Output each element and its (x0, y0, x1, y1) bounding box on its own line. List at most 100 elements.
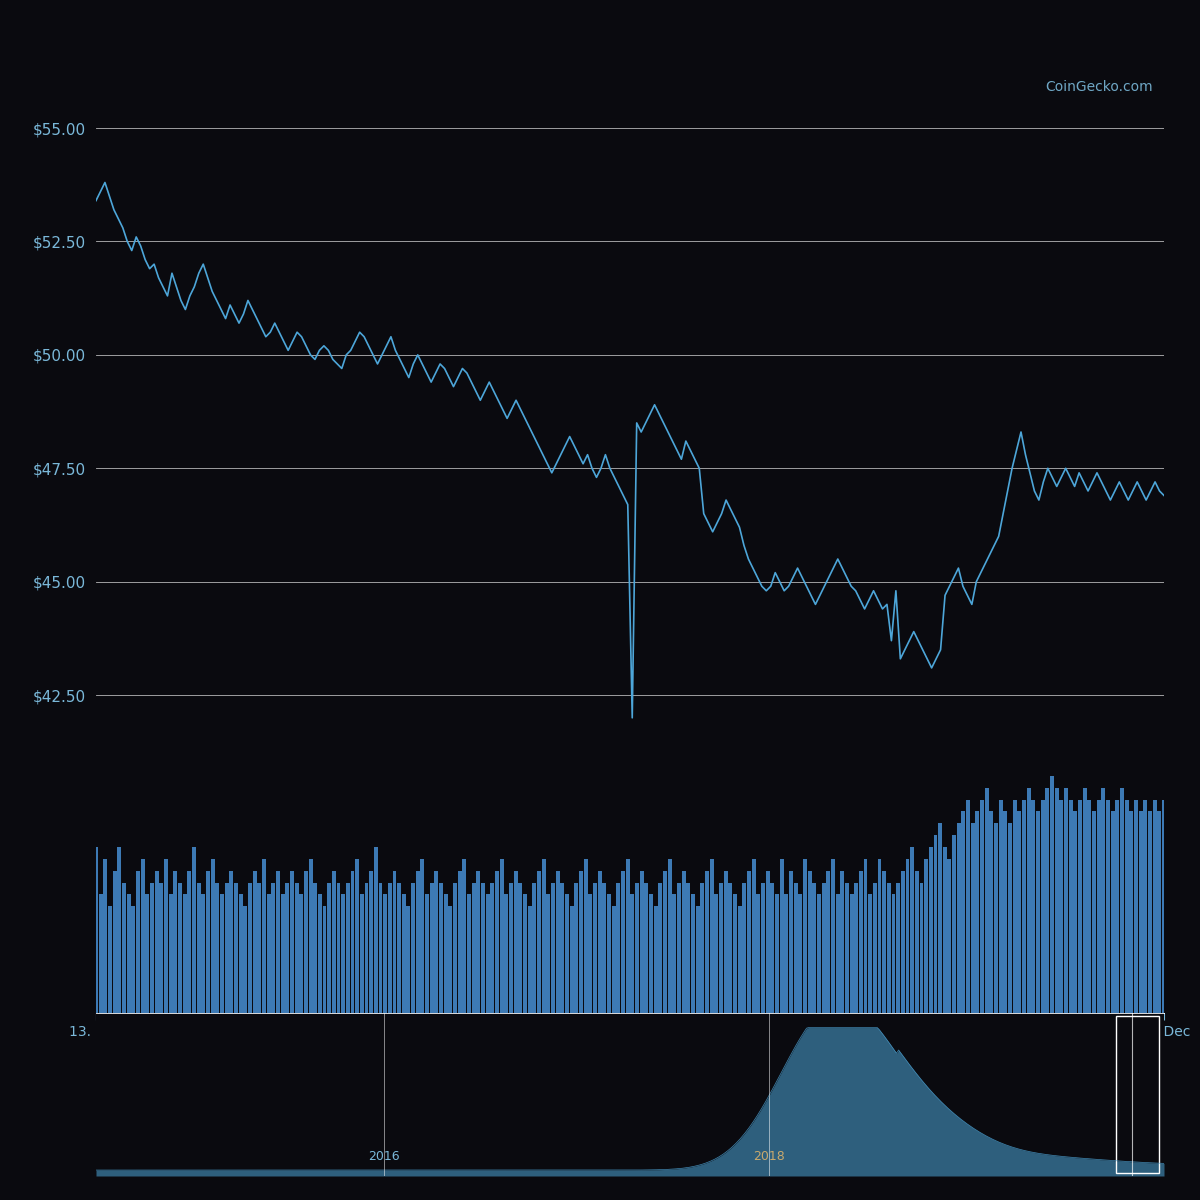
Bar (588, 894, 593, 1013)
Bar (113, 871, 116, 1013)
Bar (197, 882, 200, 1013)
Bar (1055, 788, 1058, 1013)
Bar (980, 799, 984, 1013)
Bar (556, 871, 559, 1013)
Bar (370, 871, 373, 1013)
Bar (1060, 799, 1063, 1013)
Bar (127, 894, 131, 1013)
Bar (1078, 799, 1082, 1013)
Bar (570, 906, 574, 1013)
Bar (551, 882, 556, 1013)
Bar (332, 871, 336, 1013)
Bar (1124, 799, 1129, 1013)
Bar (476, 871, 480, 1013)
Bar (439, 882, 443, 1013)
Bar (565, 894, 569, 1013)
Bar (664, 871, 667, 1013)
Bar (1027, 788, 1031, 1013)
Bar (971, 823, 974, 1013)
Bar (290, 871, 294, 1013)
Bar (877, 859, 882, 1013)
Bar (378, 882, 383, 1013)
Bar (659, 882, 662, 1013)
Bar (467, 894, 472, 1013)
Bar (360, 894, 364, 1013)
Bar (672, 894, 677, 1013)
Bar (746, 871, 751, 1013)
Bar (518, 882, 522, 1013)
Bar (229, 871, 233, 1013)
Bar (412, 882, 415, 1013)
Bar (607, 894, 611, 1013)
Text: 2018: 2018 (752, 1150, 785, 1163)
Bar (1050, 776, 1054, 1013)
Bar (1040, 799, 1045, 1013)
Bar (859, 871, 863, 1013)
Bar (514, 871, 517, 1013)
Bar (1106, 799, 1110, 1013)
Bar (728, 882, 732, 1013)
Bar (994, 823, 998, 1013)
Bar (131, 906, 136, 1013)
Bar (691, 894, 695, 1013)
Bar (709, 859, 714, 1013)
Bar (374, 847, 378, 1013)
Bar (892, 894, 895, 1013)
Bar (835, 894, 840, 1013)
Bar (1139, 811, 1142, 1013)
Bar (1162, 799, 1166, 1013)
Bar (914, 871, 919, 1013)
Bar (160, 882, 163, 1013)
Bar (533, 882, 536, 1013)
Bar (593, 882, 596, 1013)
Bar (202, 894, 205, 1013)
Bar (1045, 788, 1049, 1013)
Bar (625, 859, 630, 1013)
Bar (630, 894, 635, 1013)
Bar (308, 859, 312, 1013)
Bar (211, 859, 215, 1013)
Bar (1064, 788, 1068, 1013)
Bar (808, 871, 811, 1013)
Bar (1082, 788, 1087, 1013)
Bar (756, 894, 761, 1013)
Bar (1022, 799, 1026, 1013)
Bar (845, 882, 848, 1013)
Bar (644, 882, 648, 1013)
Bar (257, 882, 262, 1013)
Bar (943, 847, 947, 1013)
Bar (872, 882, 877, 1013)
Bar (1032, 799, 1036, 1013)
Bar (770, 882, 774, 1013)
Bar (998, 799, 1003, 1013)
Bar (598, 871, 601, 1013)
Bar (910, 847, 914, 1013)
Bar (192, 847, 196, 1013)
Bar (1018, 811, 1021, 1013)
Bar (496, 871, 499, 1013)
Bar (822, 882, 826, 1013)
Bar (462, 859, 467, 1013)
Bar (635, 882, 638, 1013)
Bar (383, 894, 388, 1013)
Bar (244, 906, 247, 1013)
Bar (827, 871, 830, 1013)
Bar (323, 906, 326, 1013)
Bar (286, 882, 289, 1013)
Bar (798, 894, 803, 1013)
Bar (252, 871, 257, 1013)
Bar (546, 894, 551, 1013)
Bar (896, 882, 900, 1013)
Bar (420, 859, 425, 1013)
Bar (266, 894, 270, 1013)
Bar (416, 871, 420, 1013)
Bar (434, 871, 438, 1013)
Bar (788, 871, 793, 1013)
Bar (155, 871, 158, 1013)
Bar (1120, 788, 1124, 1013)
Bar (122, 882, 126, 1013)
Bar (696, 906, 700, 1013)
Bar (355, 859, 359, 1013)
Bar (649, 894, 653, 1013)
Bar (938, 823, 942, 1013)
